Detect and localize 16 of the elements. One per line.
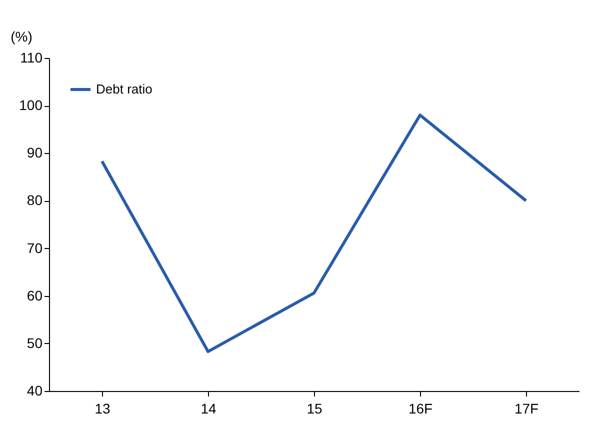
- y-tick-label: 40: [26, 382, 43, 398]
- x-tick-label: 15: [306, 400, 322, 416]
- y-axis-title: (%): [10, 28, 32, 44]
- y-tick-label: 80: [26, 192, 43, 208]
- x-tick-label: 16F: [408, 400, 433, 416]
- y-tick-label: 100: [19, 97, 43, 114]
- y-tick-label: 50: [26, 334, 43, 351]
- line-series: [100, 114, 528, 354]
- y-tick-label: 110: [20, 50, 43, 66]
- y-tick-label: 60: [26, 287, 43, 304]
- x-tick-label: 17F: [514, 400, 539, 416]
- y-tick-label: 70: [26, 240, 43, 256]
- y-tick-label: 90: [26, 144, 43, 161]
- x-tick-label: 14: [200, 400, 216, 416]
- legend-label: Debt ratio: [96, 82, 152, 96]
- x-tick-label: 13: [94, 400, 110, 416]
